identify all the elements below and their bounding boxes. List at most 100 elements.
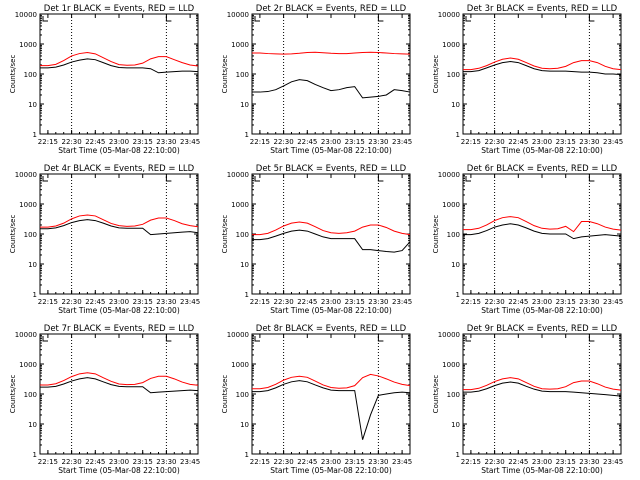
x-tick-label: 22:15 [38,138,58,146]
x-tick-label: 23:30 [579,458,599,466]
x-tick-label: 22:45 [297,458,317,466]
x-tick-label: 23:15 [556,458,576,466]
x-axis-label: Start Time (05-Mar-08 22:10:00) [481,146,603,155]
y-tick-label: 10 [240,261,249,269]
y-tick-label: 10 [28,101,37,109]
x-axis-label: Start Time (05-Mar-08 22:10:00) [58,306,180,315]
x-tick-label: 22:15 [250,298,270,306]
detector-panel-2: Det 2r BLACK = Events, RED = LLD 1 10 100 10… [221,4,412,155]
x-axis-label: Start Time (05-Mar-08 22:10:00) [481,306,603,315]
y-tick-label: 100 [236,231,249,239]
chart-title: Det 7r BLACK = Events, RED = LLD [44,324,195,334]
y-axis: 1 10 100 1000 10000 [438,331,621,459]
y-axis: 1 10 100 1000 10000 [15,11,198,139]
x-tick-label: 22:30 [274,298,294,306]
x-tick-label: 23:45 [392,138,412,146]
corner-marker [42,16,48,22]
series-line-events [40,377,199,394]
x-tick-label: 22:30 [485,298,505,306]
y-tick-label: 100 [447,71,460,79]
x-tick-label: 23:00 [109,138,129,146]
x-axis: 22:15 22:30 22:45 23:00 23:15 23:30 23:45 [38,174,200,306]
corner-marker [42,336,48,342]
y-tick-label: 10 [240,421,249,429]
detector-panel-7: Det 7r BLACK = Events, RED = LLD 1 10 100 10… [9,324,200,475]
y-tick-label: 1 [33,291,37,299]
x-tick-label: 22:45 [297,298,317,306]
y-tick-label: 10000 [227,171,249,179]
corner-marker [377,16,384,22]
x-tick-label: 22:45 [508,138,528,146]
x-tick-label: 23:00 [532,298,552,306]
x-tick-label: 22:15 [38,458,58,466]
x-tick-label: 22:30 [274,138,294,146]
y-axis: 1 10 100 1000 10000 [15,331,198,459]
x-tick-label: 23:45 [392,298,412,306]
y-axis: 1 10 100 1000 10000 [438,11,621,139]
y-axis-label: Counts/sec [432,375,440,414]
x-tick-label: 22:45 [297,138,317,146]
y-tick-label: 10000 [15,171,37,179]
x-tick-label: 22:15 [38,298,58,306]
x-tick-label: 23:00 [532,458,552,466]
series-line-events [40,219,199,236]
detector-panel-4: Det 4r BLACK = Events, RED = LLD 1 10 100 10… [9,164,200,315]
chart-title: Det 2r BLACK = Events, RED = LLD [256,4,407,14]
y-tick-label: 1 [33,451,37,459]
series-line-events [40,58,199,74]
x-tick-label: 23:00 [532,138,552,146]
x-tick-label: 22:15 [250,138,270,146]
x-tick-label: 23:15 [345,458,365,466]
x-axis: 22:15 22:30 22:45 23:00 23:15 23:30 23:45 [461,334,623,466]
x-tick-label: 22:15 [461,458,481,466]
x-tick-label: 23:15 [345,138,365,146]
y-tick-label: 1000 [231,201,249,209]
x-tick-label: 23:15 [345,298,365,306]
y-tick-label: 10 [28,261,37,269]
chart-title: Det 5r BLACK = Events, RED = LLD [256,164,407,174]
y-tick-label: 100 [24,231,37,239]
x-tick-label: 23:15 [133,298,153,306]
x-tick-label: 22:30 [62,138,82,146]
detector-panel-5: Det 5r BLACK = Events, RED = LLD 1 10 100 10… [221,164,412,315]
series-line-lld [463,57,622,71]
y-tick-label: 10 [451,101,460,109]
series-line-lld [252,51,411,55]
plot-frame [251,13,411,135]
y-tick-label: 1 [245,291,249,299]
x-axis: 22:15 22:30 22:45 23:00 23:15 23:30 23:45 [38,334,200,466]
y-axis-label: Counts/sec [9,55,17,94]
x-axis: 22:15 22:30 22:45 23:00 23:15 23:30 23:45 [461,14,623,146]
x-axis-label: Start Time (05-Mar-08 22:10:00) [58,466,180,475]
y-axis: 1 10 100 1000 10000 [227,331,410,459]
y-axis-label: Counts/sec [9,375,17,414]
y-axis: 1 10 100 1000 10000 [438,171,621,299]
series-line-lld [252,221,411,236]
corner-marker [254,16,260,22]
x-tick-label: 23:15 [556,138,576,146]
series-line-lld [40,214,199,228]
y-tick-label: 100 [236,71,249,79]
series-line-events [252,380,411,440]
series-line-lld [252,373,411,390]
corner-marker [165,336,172,342]
x-axis-label: Start Time (05-Mar-08 22:10:00) [270,306,392,315]
x-axis-label: Start Time (05-Mar-08 22:10:00) [481,466,603,475]
series-line-events [463,223,622,240]
x-tick-label: 23:45 [392,458,412,466]
plot-frame [39,13,199,135]
chart-title: Det 4r BLACK = Events, RED = LLD [44,164,195,174]
corner-marker [254,176,260,182]
y-axis: 1 10 100 1000 10000 [227,171,410,299]
x-tick-label: 23:30 [156,138,176,146]
y-tick-label: 1 [245,131,249,139]
x-axis: 22:15 22:30 22:45 23:00 23:15 23:30 23:45 [250,174,412,306]
x-tick-label: 23:00 [321,298,341,306]
x-tick-label: 22:15 [461,138,481,146]
series-line-lld [463,216,622,233]
x-tick-label: 22:15 [250,458,270,466]
y-axis-label: Counts/sec [221,55,229,94]
x-tick-label: 23:15 [133,138,153,146]
corner-marker [42,176,48,182]
corner-marker [377,336,384,342]
